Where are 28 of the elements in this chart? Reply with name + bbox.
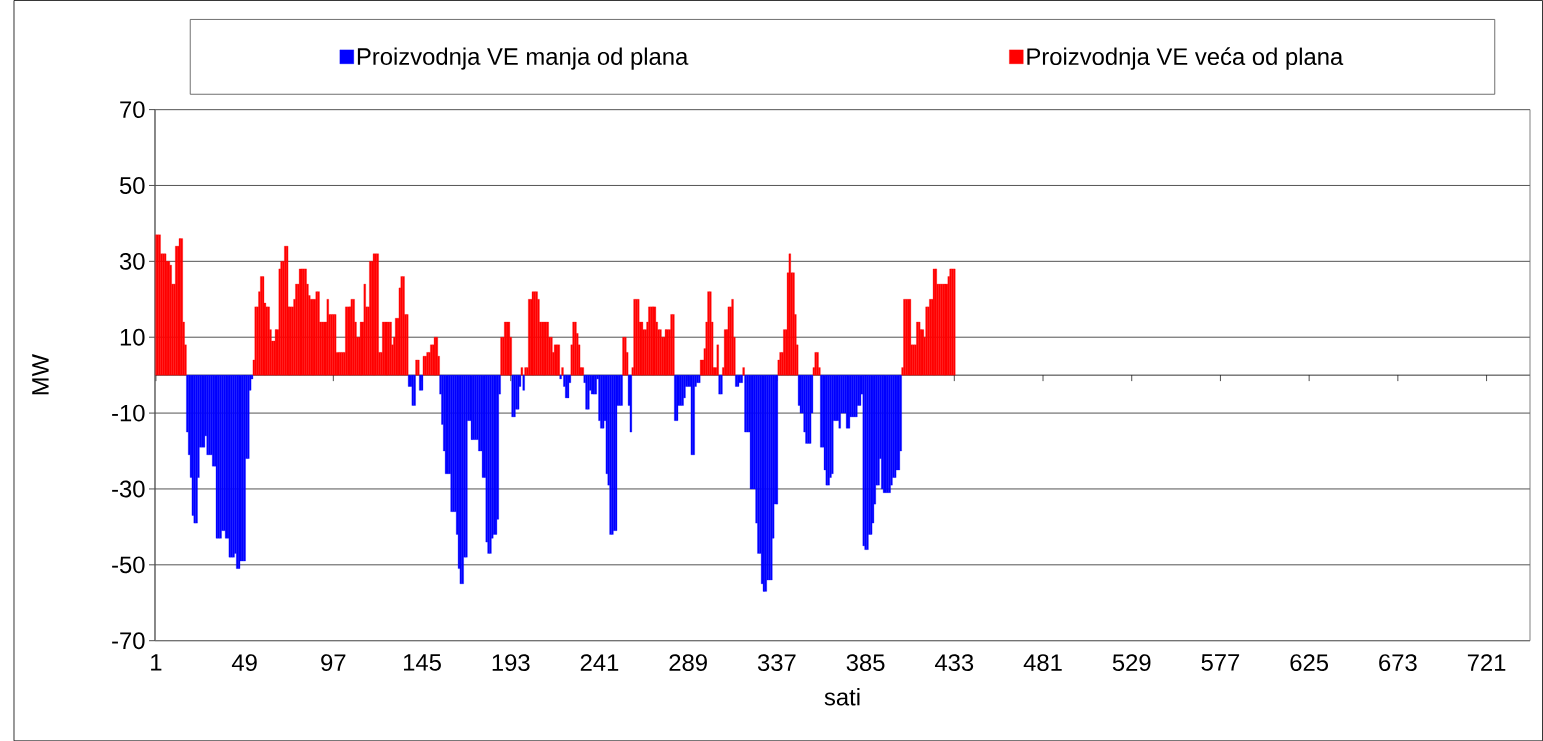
x-tick-label: 289	[669, 654, 707, 671]
x-axis-title: sati	[824, 687, 860, 706]
x-tick-label: 193	[492, 654, 530, 671]
legend-label: Proizvodnja VE veća od plana	[1027, 47, 1344, 70]
x-tick-label: 529	[1112, 654, 1151, 671]
x-tick-label: 673	[1379, 654, 1417, 671]
y-tick-label: 50	[119, 176, 145, 194]
y-tick-label: -50	[112, 556, 145, 574]
x-tick-label: 433	[934, 654, 974, 671]
y-tick-label: -70	[112, 632, 145, 649]
x-tick-label: 721	[1467, 654, 1506, 671]
x-tick-label: 145	[403, 654, 441, 671]
x-tick-label: 577	[1201, 654, 1240, 671]
y-tick-label: 30	[119, 252, 145, 270]
y-tick-label: -10	[112, 404, 145, 422]
x-tick-label: 49	[231, 654, 257, 671]
y-tick-label: -30	[112, 480, 145, 498]
y-tick-label: 10	[120, 328, 145, 346]
x-tick-label: 1	[151, 654, 162, 671]
x-tick-label: 241	[580, 654, 619, 671]
x-tick-label: 481	[1023, 654, 1062, 671]
y-tick-label: 70	[120, 101, 145, 118]
x-tick-label: 97	[321, 654, 346, 671]
y-axis-title: MW	[32, 353, 49, 395]
x-tick-label: 625	[1290, 654, 1329, 671]
x-tick-label: 385	[846, 654, 885, 671]
x-tick-label: 337	[757, 654, 796, 671]
legend-label: Proizvodnja VE manja od plana	[357, 47, 689, 70]
